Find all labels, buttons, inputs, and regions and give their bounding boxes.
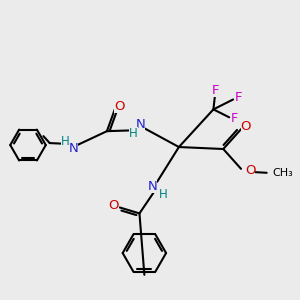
Text: CH₃: CH₃ [273,168,293,178]
Text: F: F [212,84,219,97]
Text: O: O [245,164,256,177]
Text: N: N [147,180,157,193]
Text: N: N [68,142,78,154]
Text: O: O [241,120,251,133]
Text: F: F [234,91,242,104]
Text: H: H [129,127,138,140]
Text: H: H [61,135,70,148]
Text: O: O [115,100,125,113]
Text: F: F [231,112,238,125]
Text: N: N [136,118,145,131]
Text: H: H [159,188,167,201]
Text: O: O [109,199,119,212]
